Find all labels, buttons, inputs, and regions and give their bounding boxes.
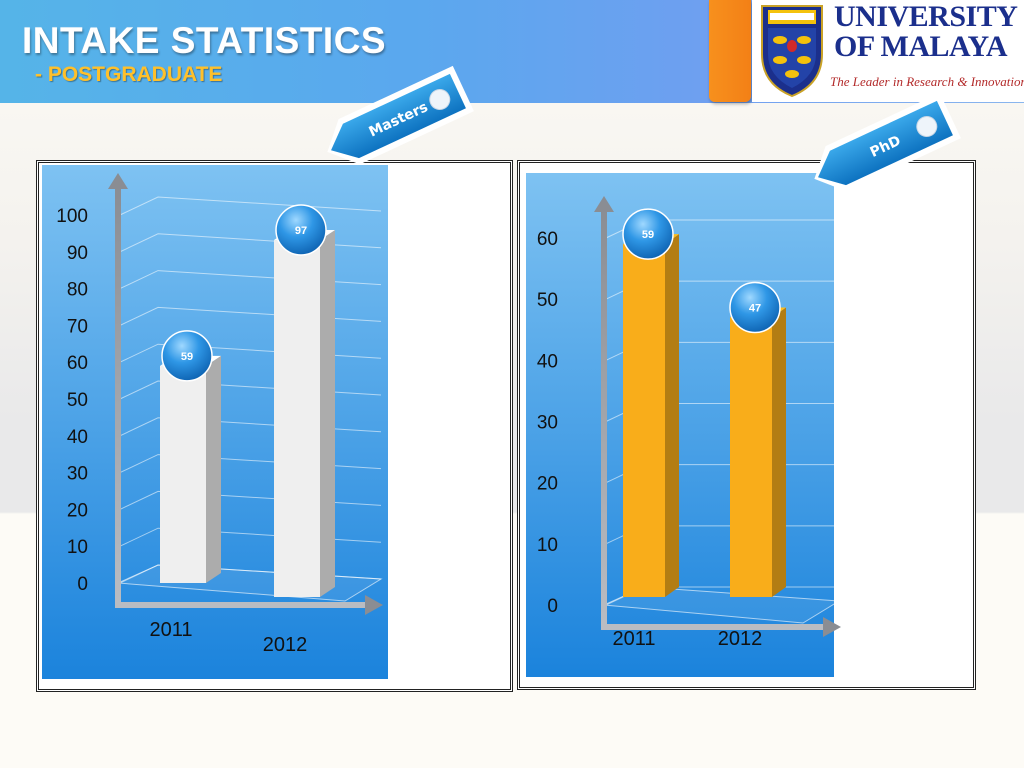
masters-data-label: 59 [181,351,193,363]
university-logo: UNIVERSITY OF MALAYA The Leader in Resea… [752,0,1024,102]
masters-category-label: 2012 [263,634,308,656]
phd-category-label: 2012 [718,628,763,650]
masters-bar-2012 [274,240,320,598]
university-name-line1: UNIVERSITY [834,0,1018,33]
masters-ytick-label: 0 [77,574,88,595]
masters-bar-side [206,355,221,583]
phd-ribbon-dot-icon [916,116,938,138]
masters-ytick-label: 10 [67,537,88,558]
masters-data-label: 97 [295,225,307,237]
masters-x-axis-arrow [365,595,383,615]
university-name-line2: OF MALAYA [834,30,1008,63]
masters-ytick-label: 90 [67,243,88,264]
phd-ytick-label: 30 [537,413,558,434]
phd-ytick-label: 40 [537,351,558,372]
orange-accent-tab [709,0,751,102]
phd-ytick-label: 60 [537,229,558,250]
phd-bar-2011 [623,244,665,597]
masters-ribbon-tag: Masters [327,65,474,165]
page-title: INTAKE STATISTICS [22,20,387,61]
phd-ytick-label: 50 [537,290,558,311]
phd-y-axis [601,208,607,625]
masters-ytick-label: 30 [67,464,88,485]
phd-x-axis [601,624,824,630]
phd-data-label: 47 [749,303,761,315]
phd-chart: 0 10 20 30 40 50 60 59 2011 47 2012 PhD [526,92,961,677]
masters-bar-2011 [160,365,206,583]
masters-chart: 0 10 20 30 40 50 60 70 80 90 100 59 2011 97 2012 Master… [42,65,474,679]
phd-ribbon-tag: PhD [814,92,961,192]
phd-bar-side [772,307,786,597]
phd-ytick-label: 20 [537,474,558,495]
masters-data-label-bubble [275,204,327,256]
masters-ytick-label: 50 [67,390,88,411]
masters-data-label-bubble [161,330,213,382]
phd-y-axis-arrow [594,196,614,212]
phd-data-label-bubble [729,281,781,334]
masters-bar-side [320,230,335,598]
masters-ytick-label: 40 [67,427,88,448]
masters-ytick-label: 60 [67,353,88,374]
masters-x-axis [115,602,366,608]
masters-ytick-label: 70 [67,316,88,337]
phd-bar-side [665,234,679,597]
university-tagline: The Leader in Research & Innovation [830,74,1024,89]
masters-ytick-label: 80 [67,280,88,301]
phd-bar-2012 [730,317,772,597]
masters-ytick-label: 20 [67,500,88,521]
masters-ribbon-dot-icon [429,89,451,111]
phd-data-label-bubble [622,208,674,260]
phd-ytick-label: 0 [547,596,558,617]
phd-ytick-label: 10 [537,535,558,556]
masters-category-label: 2011 [149,619,192,641]
phd-category-label: 2011 [612,628,655,650]
masters-ytick-label: 100 [56,206,88,227]
phd-data-label: 59 [642,229,654,241]
phd-x-axis-arrow [823,617,841,637]
crest-icon [761,5,823,98]
masters-y-axis [115,185,121,603]
page-subtitle: - POSTGRADUATE [35,63,223,86]
masters-y-axis-arrow [108,173,128,189]
